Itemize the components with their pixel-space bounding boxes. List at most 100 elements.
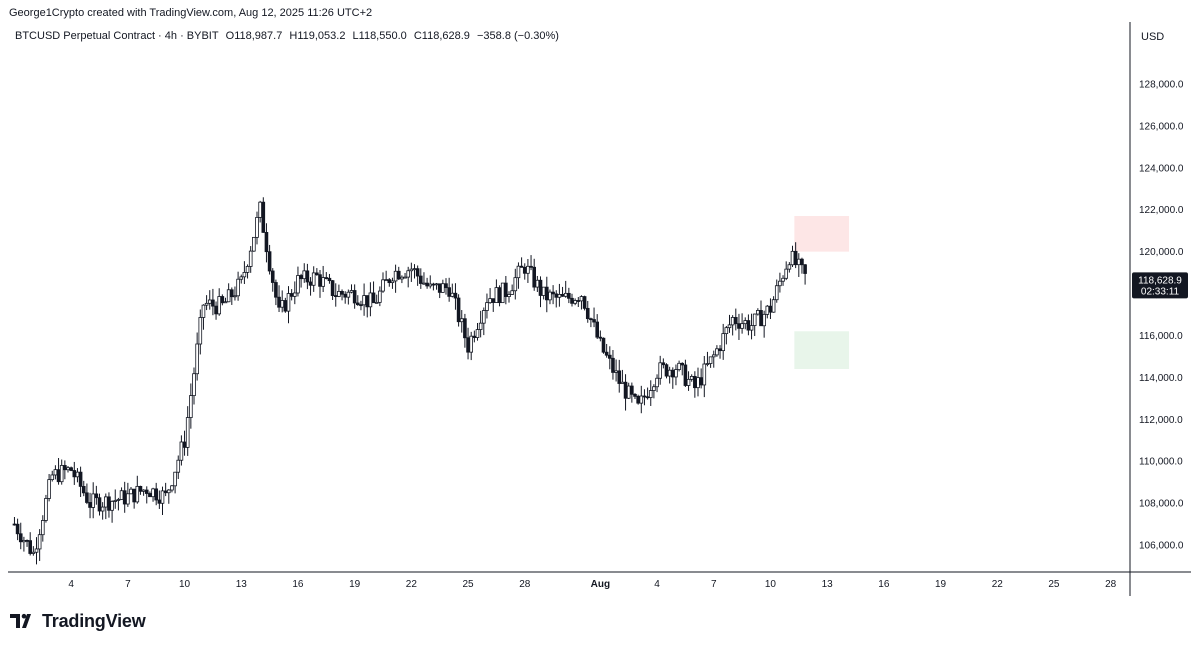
candle-body (135, 485, 140, 503)
candle-body (25, 539, 29, 542)
candle-body (579, 296, 584, 302)
candle-body (469, 335, 473, 353)
y-tick-label: 112,000.0 (1139, 415, 1183, 426)
support-zone (794, 331, 850, 369)
candle-body (696, 377, 700, 389)
candle-body (179, 441, 184, 461)
candle-body (456, 297, 461, 323)
candle-body (415, 268, 420, 277)
candle-body (308, 281, 313, 286)
resistance-zone (794, 216, 850, 252)
x-tick-label: 4 (654, 579, 660, 590)
candle-body (702, 363, 707, 386)
candle-body (47, 479, 51, 499)
candle-body (390, 280, 395, 284)
candle-body (759, 310, 763, 327)
x-tick-label: 13 (822, 579, 834, 590)
candle-body (711, 354, 716, 358)
candle-body (441, 283, 445, 293)
candle-body (444, 283, 448, 289)
candle-body (680, 362, 685, 366)
candle-body (81, 486, 86, 494)
candle-body (396, 270, 401, 280)
candle-body (532, 266, 536, 288)
candle-body (630, 385, 634, 395)
candle-body (545, 286, 549, 301)
tradingview-logo[interactable]: TradingView (10, 610, 146, 632)
candle-body (485, 302, 489, 311)
candle-body (378, 290, 382, 303)
candle-body (737, 323, 741, 329)
candle-body (450, 292, 455, 297)
candle-body (507, 294, 511, 298)
x-tick-label: 28 (1105, 579, 1117, 590)
candle-body (305, 270, 310, 283)
candle-body (151, 488, 155, 498)
candle-body (368, 292, 373, 308)
candle-body (636, 395, 640, 404)
candle-body (768, 305, 773, 313)
candle-body (623, 381, 628, 399)
candle-body (337, 290, 341, 297)
candle-body (359, 304, 363, 307)
x-tick-label: 13 (236, 579, 248, 590)
candle-body (381, 279, 385, 292)
candle-body (362, 295, 366, 306)
candle-body (671, 369, 675, 378)
currency-label[interactable]: USD (1141, 31, 1165, 43)
candle-body (59, 465, 64, 483)
candle-body (557, 294, 562, 298)
candle-body (207, 299, 212, 304)
candle-body (548, 291, 552, 301)
candle-body (355, 302, 360, 306)
candle-body (699, 377, 703, 386)
candle-body (771, 299, 776, 313)
candle-body (541, 286, 546, 296)
candle-body (296, 275, 300, 294)
candle-body (689, 376, 694, 380)
candle-body (453, 292, 458, 299)
ohlc-close: C118,628.9 (413, 30, 470, 42)
candle-body (787, 264, 792, 270)
candle-body (614, 370, 618, 373)
candle-body (245, 266, 250, 273)
y-tick-label: 128,000.0 (1139, 80, 1184, 91)
candle-body (346, 291, 351, 298)
candle-body (277, 296, 281, 308)
candle-body (447, 287, 451, 297)
candle-body (371, 292, 376, 304)
candle-body (258, 201, 262, 218)
candle-body (642, 395, 647, 398)
candle-body (516, 265, 521, 279)
last-price-value: 118,628.9 (1138, 275, 1182, 286)
candle-body (198, 317, 203, 345)
candle-body (611, 357, 615, 373)
candle-body (324, 277, 329, 279)
candle-body (104, 496, 108, 508)
candle-body (425, 282, 429, 287)
candle-body (289, 293, 294, 297)
candle-body (280, 300, 284, 308)
candle-body (37, 534, 42, 550)
candle-body (148, 493, 152, 498)
candle-body (529, 265, 533, 268)
candle-body (504, 282, 508, 298)
candle-body (626, 385, 631, 399)
symbol-name[interactable]: BTCUSD Perpetual Contract · 4h · BYBIT (15, 30, 219, 42)
y-tick-label: 124,000.0 (1139, 163, 1184, 174)
tradingview-logo-icon (10, 613, 31, 628)
y-tick-label: 110,000.0 (1139, 457, 1183, 468)
y-tick-label: 126,000.0 (1139, 121, 1184, 132)
candle-body (132, 488, 136, 503)
candle-body (233, 295, 237, 298)
candle-body (85, 492, 89, 503)
x-tick-label: 19 (349, 579, 361, 590)
candle-body (122, 490, 127, 505)
candle-body (604, 351, 609, 356)
candle-body (211, 299, 215, 307)
candle-body (705, 363, 710, 365)
candle-body (261, 201, 266, 233)
candle-body (664, 364, 669, 377)
candle-body (406, 270, 410, 278)
